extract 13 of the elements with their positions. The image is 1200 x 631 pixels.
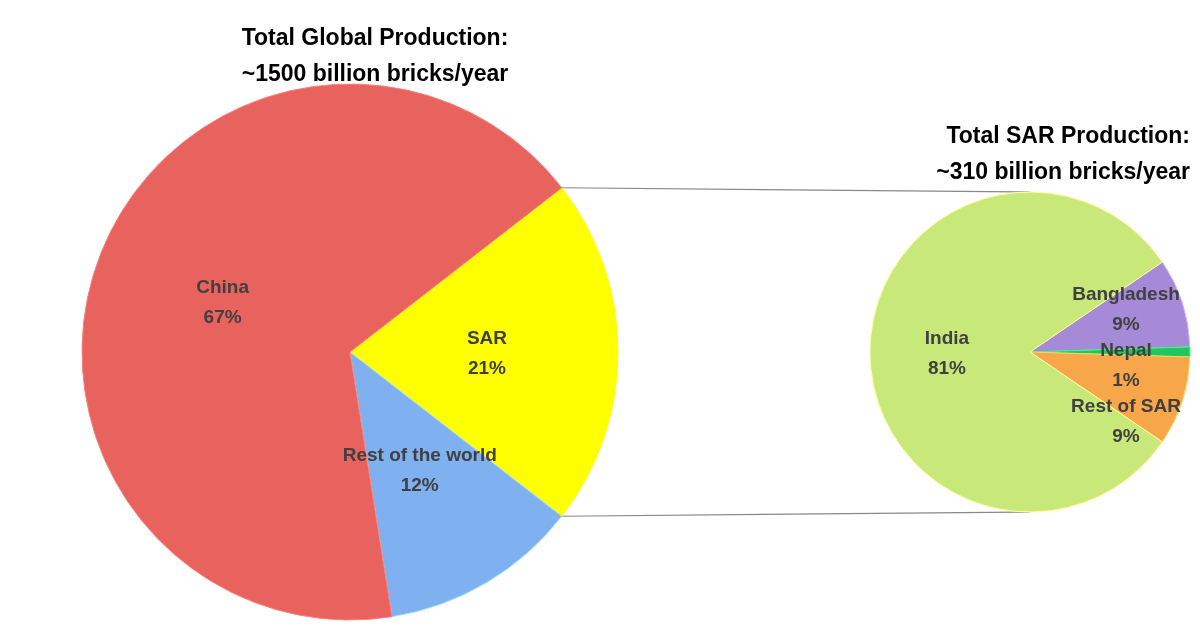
slice-label: China [196,276,250,298]
slice-label: India [924,326,970,348]
data-label: 9% [1112,312,1140,334]
slice-label: SAR [466,326,508,348]
chart-title: Total Global Production: ~1500 billion bricks/year [241,24,509,86]
data-label: 9% [1112,424,1140,446]
data-label: 1% [1112,368,1140,390]
slice-label: Rest of SAR [1071,394,1182,416]
data-label: 21% [467,356,507,378]
data-label: 81% [927,356,967,378]
data-label: 12% [400,474,439,496]
data-label: 67% [203,306,242,328]
chart-title: Total SAR Production: ~310 billion bricks/year [936,122,1191,184]
